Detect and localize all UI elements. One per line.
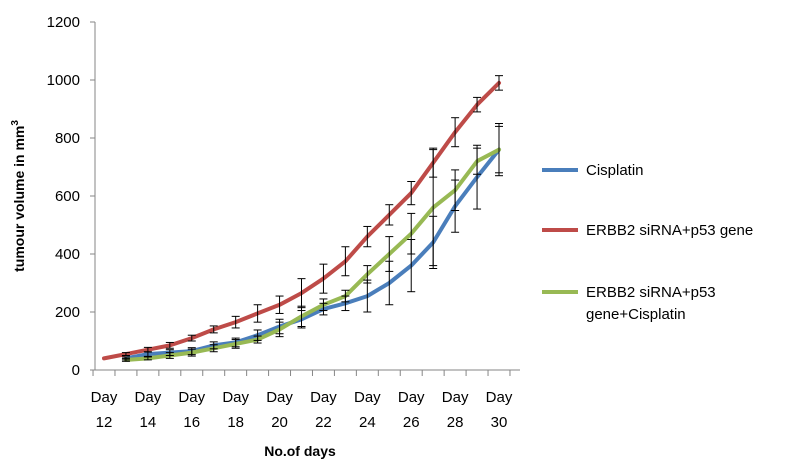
x-tick-label-line2: 14	[140, 414, 157, 431]
x-axis-ticks: Day 12 Day 14 Day 16 Day 18 Day 20 Day 22 Day 24 Day 26…	[91, 370, 513, 431]
x-tick-label-line2: 18	[227, 414, 244, 431]
legend-label: Cisplatin	[586, 162, 644, 179]
error-bar	[363, 265, 372, 284]
error-bar	[495, 75, 503, 91]
error-bar	[253, 335, 262, 344]
error-bar	[275, 295, 284, 314]
x-tick-label-line2: 22	[315, 414, 332, 431]
y-axis-ticks: 0 200 400 600 800 1000 1200	[47, 14, 95, 379]
legend-label: ERBB2 siRNA+p53 gene	[586, 222, 753, 239]
error-bar	[143, 356, 152, 361]
error-bar	[451, 169, 460, 211]
error-bar	[165, 352, 174, 359]
error-bar	[495, 123, 503, 177]
error-bar	[121, 352, 130, 356]
error-bars	[121, 75, 503, 362]
x-tick-label-line1: Day	[222, 389, 249, 406]
y-tick-label: 0	[72, 362, 80, 379]
y-tick-label: 600	[55, 188, 80, 205]
error-bar	[143, 346, 152, 353]
y-tick-label: 200	[55, 304, 80, 321]
x-tick-label-line2: 20	[271, 414, 288, 431]
x-tick-label-line1: Day	[354, 389, 381, 406]
error-bar	[407, 212, 416, 255]
legend-entry-2: ERBB2 siRNA+p53 gene+Cisplatin	[542, 284, 716, 323]
series-line-0	[123, 147, 501, 361]
y-axis-title: tumour volume in mm3	[10, 120, 27, 272]
error-bar	[473, 147, 482, 175]
x-tick-label-line1: Day	[398, 389, 425, 406]
x-tick-label-line1: Day	[178, 389, 205, 406]
error-bar	[385, 236, 394, 272]
legend: Cisplatin ERBB2 siRNA+p53 gene ERBB2 siRNA…	[542, 162, 753, 323]
error-bar	[121, 357, 130, 362]
error-bar	[319, 298, 328, 312]
x-tick-label-line2: 28	[447, 414, 464, 431]
legend-entry-1: ERBB2 siRNA+p53 gene	[542, 222, 753, 239]
error-bar	[407, 181, 416, 206]
error-bar	[341, 246, 350, 277]
legend-label: ERBB2 siRNA+p53 gene+Cisplatin	[586, 284, 716, 323]
x-tick-label-line2: 12	[96, 414, 113, 431]
error-bar	[385, 204, 394, 226]
x-tick-label-line1: Day	[266, 389, 293, 406]
legend-entry-0: Cisplatin	[542, 162, 644, 179]
error-bar	[341, 289, 350, 303]
error-bar	[209, 344, 218, 353]
error-bar	[187, 348, 196, 357]
y-tick-label: 1200	[47, 14, 80, 31]
x-tick-label-line1: Day	[486, 389, 513, 406]
x-tick-label-line2: 30	[491, 414, 508, 431]
x-tick-label-line1: Day	[310, 389, 337, 406]
error-bar	[253, 304, 262, 323]
error-bar	[473, 96, 482, 113]
error-bar	[165, 341, 174, 349]
series-line-2	[123, 147, 501, 362]
x-tick-label-line2: 26	[403, 414, 420, 431]
error-bar	[451, 117, 460, 148]
x-tick-label-line1: Day	[91, 389, 118, 406]
y-tick-label: 400	[55, 246, 80, 263]
error-bar	[187, 334, 196, 342]
x-axis-title: No.of days	[264, 443, 336, 459]
y-axis-title-superscript: 3	[10, 120, 21, 126]
error-bar	[363, 225, 372, 248]
error-bar	[275, 321, 284, 338]
error-bar	[319, 263, 328, 294]
error-bar	[209, 325, 218, 334]
error-bar	[231, 339, 240, 349]
x-tick-label-line2: 16	[183, 414, 200, 431]
error-bar	[429, 149, 438, 267]
x-tick-label-line2: 24	[359, 414, 376, 431]
x-tick-label-line1: Day	[135, 389, 162, 406]
x-tick-label-line1: Day	[442, 389, 469, 406]
error-bar	[231, 315, 240, 329]
y-tick-label: 800	[55, 130, 80, 147]
error-bar	[297, 305, 306, 327]
y-tick-label: 1000	[47, 72, 80, 89]
y-axis-title-text: tumour volume in mm	[11, 126, 27, 272]
